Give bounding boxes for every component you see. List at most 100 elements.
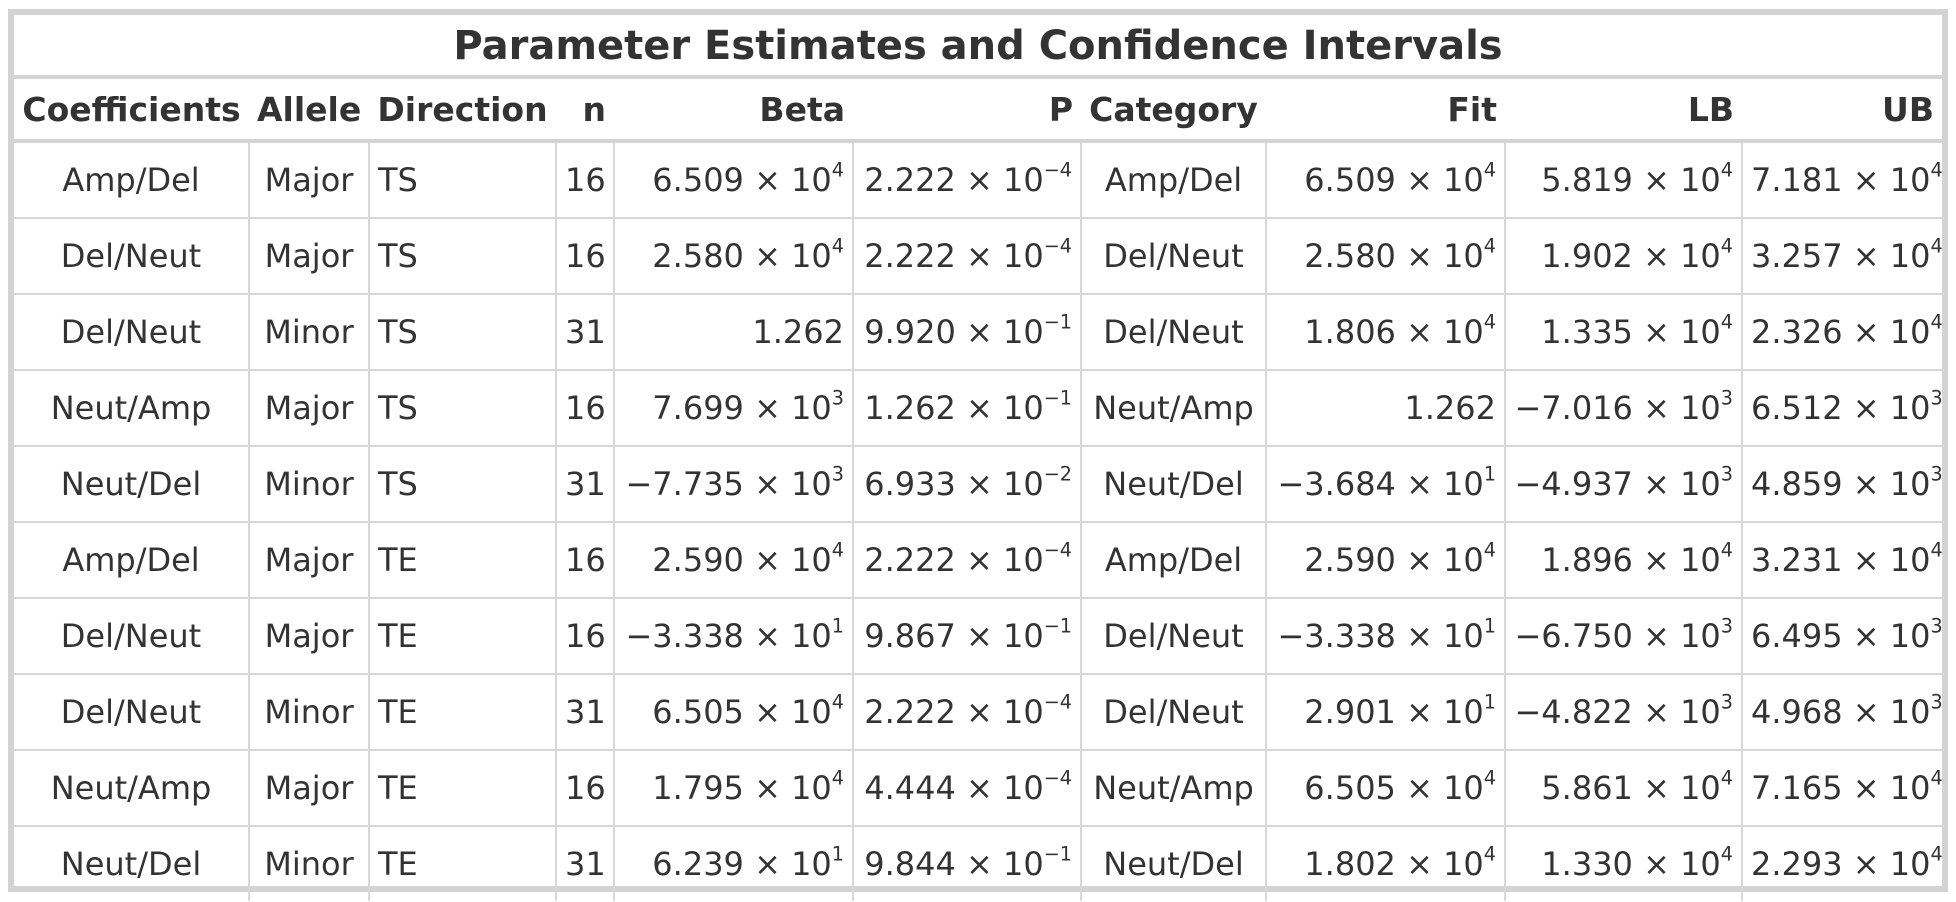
cell-category: Del/Neut bbox=[1081, 218, 1267, 295]
cell-coefficients: Amp/Del bbox=[14, 141, 250, 219]
cell-fit: 6.505 × 104 bbox=[1266, 750, 1506, 827]
cell-direction: TE bbox=[369, 674, 557, 751]
mantissa: 2.580 bbox=[652, 237, 744, 275]
cell-beta: 1.262 bbox=[614, 294, 854, 371]
cell-allele: Minor bbox=[249, 294, 370, 371]
mantissa: 2.222 bbox=[864, 237, 956, 275]
exponent: 1 bbox=[831, 614, 844, 638]
table-row: Neut/Del Minor TE 31 6.239 × 101 9.844 × 10−1… bbox=[14, 826, 1943, 901]
mantissa: 6.505 bbox=[652, 693, 744, 731]
cell-ub: 3.257 × 104 bbox=[1742, 218, 1943, 295]
table-row: Neut/Amp Major TE 16 1.795 × 104 4.444 × 10−4… bbox=[14, 750, 1943, 827]
mantissa: 2.222 bbox=[864, 161, 956, 199]
mantissa: −4.822 bbox=[1514, 693, 1633, 731]
mantissa: 1.262 bbox=[1404, 389, 1496, 427]
mantissa: 1.806 bbox=[1304, 313, 1396, 351]
cell-n: 16 bbox=[556, 750, 615, 827]
mantissa: 1.262 bbox=[752, 313, 844, 351]
exponent: 1 bbox=[1483, 690, 1496, 714]
cell-beta: 6.239 × 101 bbox=[614, 826, 854, 901]
exponent: 4 bbox=[831, 234, 844, 258]
table-row: Del/Neut Major TE 16 −3.338 × 101 9.867 × 10−… bbox=[14, 598, 1943, 675]
cell-category: Neut/Del bbox=[1081, 826, 1267, 901]
mantissa: 1.330 bbox=[1541, 845, 1633, 883]
cell-category: Amp/Del bbox=[1081, 141, 1267, 219]
cell-allele: Minor bbox=[249, 826, 370, 901]
exponent: 4 bbox=[831, 158, 844, 182]
mantissa: 9.844 bbox=[864, 845, 956, 883]
exponent: 4 bbox=[1720, 310, 1733, 334]
exponent: 4 bbox=[1483, 766, 1496, 790]
cell-lb: −4.822 × 103 bbox=[1505, 674, 1743, 751]
mantissa: 2.222 bbox=[864, 693, 956, 731]
exponent: −4 bbox=[1043, 234, 1072, 258]
mantissa: 6.505 bbox=[1304, 769, 1396, 807]
cell-n: 16 bbox=[556, 370, 615, 447]
cell-direction: TS bbox=[369, 141, 557, 219]
exponent: 4 bbox=[1930, 766, 1943, 790]
exponent: 4 bbox=[831, 766, 844, 790]
cell-allele: Minor bbox=[249, 446, 370, 523]
cell-lb: 1.335 × 104 bbox=[1505, 294, 1743, 371]
exponent: 4 bbox=[1930, 842, 1943, 866]
mantissa: 2.293 bbox=[1751, 845, 1843, 883]
cell-n: 31 bbox=[556, 446, 615, 523]
mantissa: 6.933 bbox=[864, 465, 956, 503]
exponent: 3 bbox=[831, 386, 844, 410]
exponent: 4 bbox=[1483, 538, 1496, 562]
exponent: −4 bbox=[1043, 158, 1072, 182]
cell-p: 2.222 × 10−4 bbox=[853, 218, 1082, 295]
table-title: Parameter Estimates and Confidence Inter… bbox=[14, 15, 1942, 79]
col-header-coefficients: Coefficients bbox=[14, 79, 249, 143]
cell-p: 9.844 × 10−1 bbox=[853, 826, 1082, 901]
exponent: 1 bbox=[1483, 614, 1496, 638]
cell-lb: −6.750 × 103 bbox=[1505, 598, 1743, 675]
cell-allele: Major bbox=[249, 522, 370, 599]
table-row: Del/Neut Minor TS 31 1.262 9.920 × 10−1 Del/Ne… bbox=[14, 294, 1943, 371]
table-row: Amp/Del Major TS 16 6.509 × 104 2.222 × 10−4 A… bbox=[14, 141, 1943, 219]
cell-n: 16 bbox=[556, 598, 615, 675]
exponent: 3 bbox=[831, 462, 844, 486]
cell-allele: Minor bbox=[249, 674, 370, 751]
exponent: 4 bbox=[1720, 538, 1733, 562]
mantissa: 6.495 bbox=[1751, 617, 1843, 655]
cell-fit: 2.901 × 101 bbox=[1266, 674, 1506, 751]
col-header-direction: Direction bbox=[369, 79, 556, 143]
cell-lb: −4.937 × 103 bbox=[1505, 446, 1743, 523]
cell-direction: TS bbox=[369, 370, 557, 447]
cell-coefficients: Neut/Del bbox=[14, 446, 250, 523]
cell-ub: 2.326 × 104 bbox=[1742, 294, 1943, 371]
col-header-fit: Fit bbox=[1266, 79, 1505, 143]
mantissa: 3.231 bbox=[1751, 541, 1843, 579]
cell-p: 9.867 × 10−1 bbox=[853, 598, 1082, 675]
cell-fit: 1.802 × 104 bbox=[1266, 826, 1506, 901]
col-header-beta: Beta bbox=[614, 79, 853, 143]
mantissa: 5.819 bbox=[1541, 161, 1633, 199]
mantissa: −6.750 bbox=[1514, 617, 1633, 655]
exponent: 4 bbox=[831, 690, 844, 714]
cell-beta: 2.580 × 104 bbox=[614, 218, 854, 295]
cell-beta: 6.505 × 104 bbox=[614, 674, 854, 751]
table-row: Del/Neut Major TS 16 2.580 × 104 2.222 × 10−4… bbox=[14, 218, 1943, 295]
mantissa: 1.896 bbox=[1541, 541, 1633, 579]
cell-category: Del/Neut bbox=[1081, 598, 1267, 675]
cell-ub: 4.859 × 103 bbox=[1742, 446, 1943, 523]
cell-coefficients: Del/Neut bbox=[14, 218, 250, 295]
exponent: 3 bbox=[1720, 386, 1733, 410]
cell-beta: 2.590 × 104 bbox=[614, 522, 854, 599]
cell-coefficients: Del/Neut bbox=[14, 294, 250, 371]
cell-fit: 2.580 × 104 bbox=[1266, 218, 1506, 295]
mantissa: 4.859 bbox=[1751, 465, 1843, 503]
cell-beta: 1.795 × 104 bbox=[614, 750, 854, 827]
cell-n: 16 bbox=[556, 522, 615, 599]
exponent: 3 bbox=[1720, 690, 1733, 714]
exponent: 4 bbox=[1483, 310, 1496, 334]
results-table-panel: Parameter Estimates and Confidence Inter… bbox=[8, 9, 1948, 901]
parameter-table: Coefficients Allele Direction n Beta P C… bbox=[14, 79, 1943, 901]
cell-fit: 2.590 × 104 bbox=[1266, 522, 1506, 599]
cell-direction: TS bbox=[369, 294, 557, 371]
mantissa: 7.699 bbox=[652, 389, 744, 427]
cell-n: 31 bbox=[556, 826, 615, 901]
col-header-ub: UB bbox=[1742, 79, 1942, 143]
cell-fit: −3.338 × 101 bbox=[1266, 598, 1506, 675]
